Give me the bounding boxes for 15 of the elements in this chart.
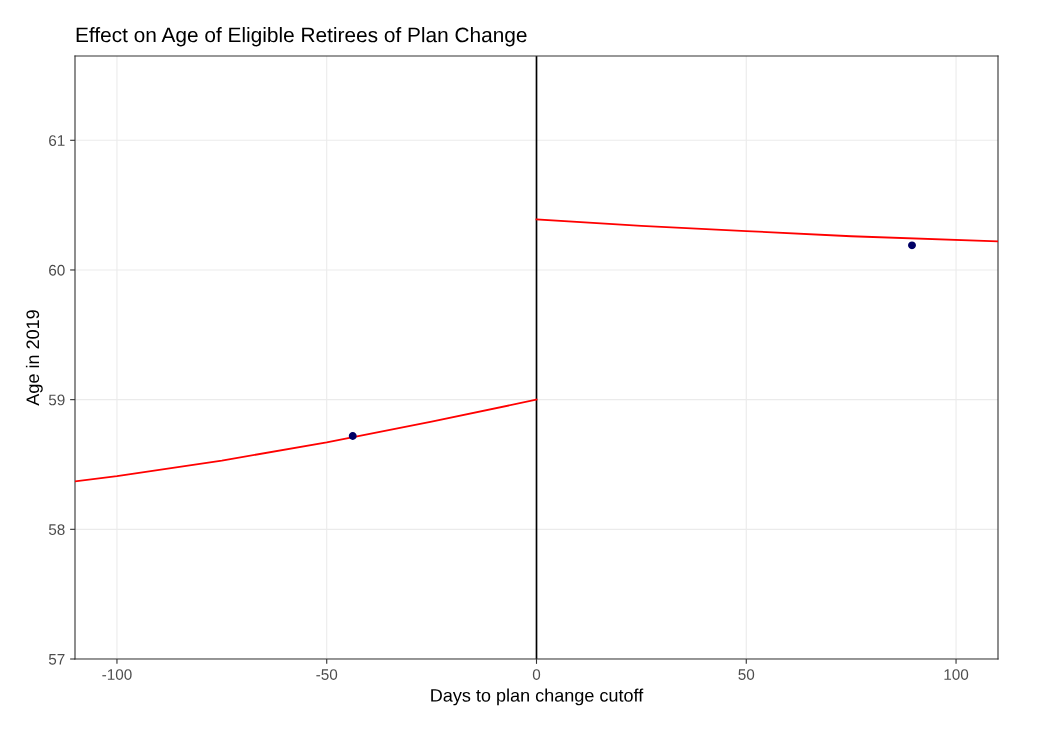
- x-axis-title: Days to plan change cutoff: [431, 688, 644, 706]
- x-tick-label: 100: [944, 669, 969, 680]
- y-axis-title: Age in 2019: [25, 310, 43, 406]
- y-tick-label: 59: [48, 394, 65, 406]
- x-tick-label: -50: [316, 669, 338, 680]
- y-tick-label: 60: [49, 264, 65, 276]
- line-series: [75, 398, 538, 483]
- y-tick-label: 61: [49, 135, 65, 146]
- y-tick-label: 57: [48, 654, 65, 665]
- x-tick-label: 50: [738, 669, 755, 680]
- x-tick-label: -100: [102, 669, 132, 680]
- x-tick-label: 0: [532, 669, 541, 680]
- y-tick-label: 58: [48, 524, 65, 536]
- chart-title: Effect on Age of Eligible Retirees of Plan Change: [76, 27, 527, 47]
- line-series: [535, 218, 998, 243]
